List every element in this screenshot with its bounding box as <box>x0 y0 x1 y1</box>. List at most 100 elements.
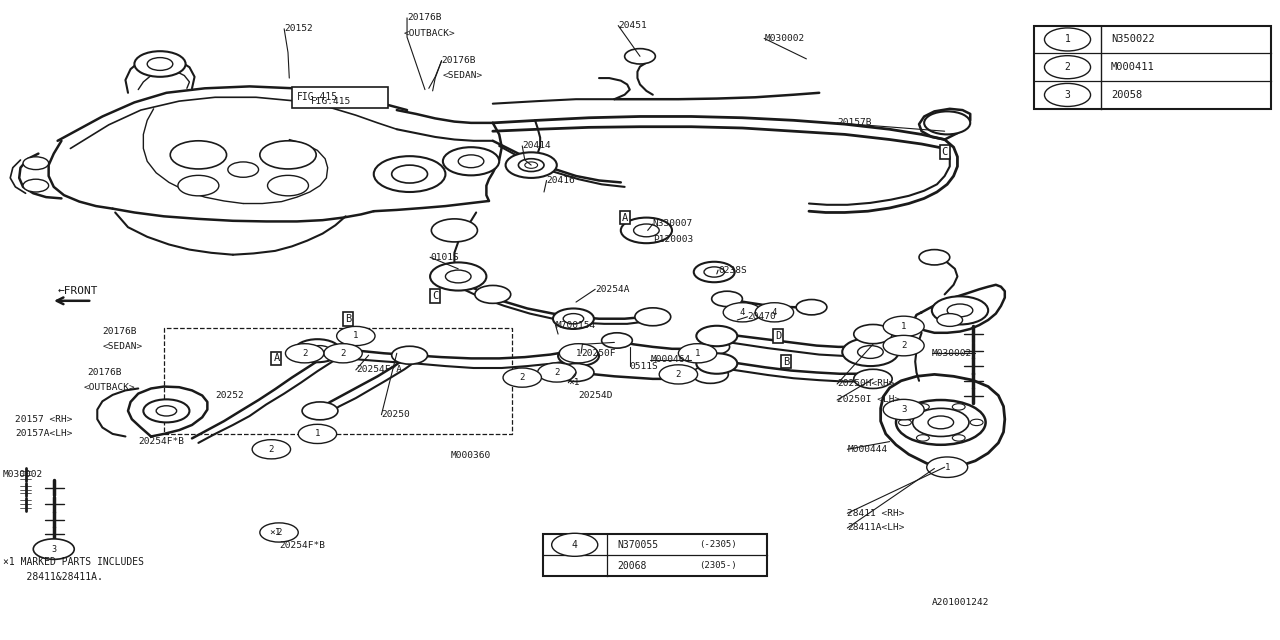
Text: C: C <box>433 291 438 301</box>
Circle shape <box>621 218 672 243</box>
Circle shape <box>178 175 219 196</box>
Text: 2: 2 <box>901 341 906 350</box>
Circle shape <box>899 419 911 426</box>
Text: A: A <box>274 353 279 364</box>
Text: ×1 MARKED PARTS INCLUDES: ×1 MARKED PARTS INCLUDES <box>3 557 143 567</box>
Circle shape <box>916 404 929 410</box>
Text: 2: 2 <box>302 349 307 358</box>
Circle shape <box>704 267 724 277</box>
Circle shape <box>458 155 484 168</box>
Circle shape <box>558 364 594 381</box>
Text: B: B <box>346 314 351 324</box>
Bar <box>292 87 388 108</box>
Bar <box>1034 26 1271 109</box>
Text: 2: 2 <box>676 370 681 379</box>
Circle shape <box>659 365 698 384</box>
Text: M000360: M000360 <box>451 451 490 460</box>
Circle shape <box>374 156 445 192</box>
Circle shape <box>883 399 924 420</box>
Circle shape <box>1044 28 1091 51</box>
Text: ←FRONT: ←FRONT <box>58 286 99 296</box>
Text: 0101S: 0101S <box>430 253 458 262</box>
Text: M030002: M030002 <box>764 34 804 43</box>
Circle shape <box>952 435 965 441</box>
Text: 20416: 20416 <box>547 176 575 185</box>
Text: ×1: ×1 <box>269 528 280 537</box>
Text: 1: 1 <box>1065 35 1070 44</box>
Circle shape <box>143 399 189 422</box>
Circle shape <box>156 406 177 416</box>
Text: 1: 1 <box>945 463 950 472</box>
Circle shape <box>696 326 737 346</box>
Circle shape <box>392 346 428 364</box>
Circle shape <box>913 408 969 436</box>
Circle shape <box>392 165 428 183</box>
Text: 2: 2 <box>520 373 525 382</box>
Text: P120003: P120003 <box>653 236 692 244</box>
Circle shape <box>506 152 557 178</box>
Text: 1: 1 <box>901 322 906 331</box>
Text: M030002: M030002 <box>932 349 972 358</box>
Text: 20254A: 20254A <box>595 285 630 294</box>
Circle shape <box>23 157 49 170</box>
Text: 20157B: 20157B <box>837 118 872 127</box>
Circle shape <box>552 533 598 556</box>
Text: 20250I <LH>: 20250I <LH> <box>837 396 900 404</box>
Text: 20451: 20451 <box>618 21 646 30</box>
Text: 1: 1 <box>353 332 358 340</box>
Text: 2: 2 <box>554 368 559 377</box>
Circle shape <box>678 344 717 363</box>
Circle shape <box>916 435 929 441</box>
Circle shape <box>260 523 298 542</box>
Circle shape <box>1044 56 1091 79</box>
Text: 20176B: 20176B <box>87 368 122 377</box>
Circle shape <box>553 308 594 329</box>
Text: 20254D: 20254D <box>579 391 613 400</box>
Circle shape <box>430 262 486 291</box>
Text: 20058: 20058 <box>1111 90 1142 100</box>
Text: 20176B: 20176B <box>407 13 442 22</box>
Text: ×1: ×1 <box>568 378 580 387</box>
Circle shape <box>294 339 340 362</box>
Text: (-2305): (-2305) <box>699 540 736 549</box>
Bar <box>543 534 767 576</box>
Circle shape <box>558 346 599 366</box>
Text: 20470: 20470 <box>748 312 776 321</box>
Text: 20254F*B: 20254F*B <box>138 437 184 446</box>
Circle shape <box>712 291 742 307</box>
Circle shape <box>796 300 827 315</box>
Circle shape <box>699 339 730 355</box>
Circle shape <box>298 424 337 444</box>
Text: 20157A<LH>: 20157A<LH> <box>15 429 73 438</box>
Circle shape <box>883 316 924 337</box>
Circle shape <box>302 402 338 420</box>
Circle shape <box>33 539 74 559</box>
Circle shape <box>252 440 291 459</box>
Circle shape <box>310 346 330 356</box>
Text: 1: 1 <box>576 349 581 358</box>
Text: M000444: M000444 <box>847 445 887 454</box>
Text: 1: 1 <box>695 349 700 358</box>
Circle shape <box>228 162 259 177</box>
Circle shape <box>924 111 970 134</box>
Text: M700154: M700154 <box>556 321 595 330</box>
Circle shape <box>147 58 173 70</box>
Text: 3: 3 <box>901 405 906 414</box>
Circle shape <box>268 175 308 196</box>
Text: 3: 3 <box>51 545 56 554</box>
Text: 20250F: 20250F <box>581 349 616 358</box>
Text: 28411A<LH>: 28411A<LH> <box>847 524 905 532</box>
Circle shape <box>858 346 883 358</box>
Circle shape <box>896 400 986 445</box>
Text: <SEDAN>: <SEDAN> <box>443 71 483 80</box>
Circle shape <box>692 365 728 383</box>
Text: N370055: N370055 <box>617 540 658 550</box>
Text: M030002: M030002 <box>3 470 42 479</box>
Circle shape <box>475 285 511 303</box>
Circle shape <box>1044 83 1091 106</box>
Circle shape <box>525 162 538 168</box>
Text: 2: 2 <box>340 349 346 358</box>
Text: <OUTBACK>: <OUTBACK> <box>83 383 134 392</box>
Circle shape <box>952 404 965 410</box>
Text: <OUTBACK>: <OUTBACK> <box>403 29 454 38</box>
